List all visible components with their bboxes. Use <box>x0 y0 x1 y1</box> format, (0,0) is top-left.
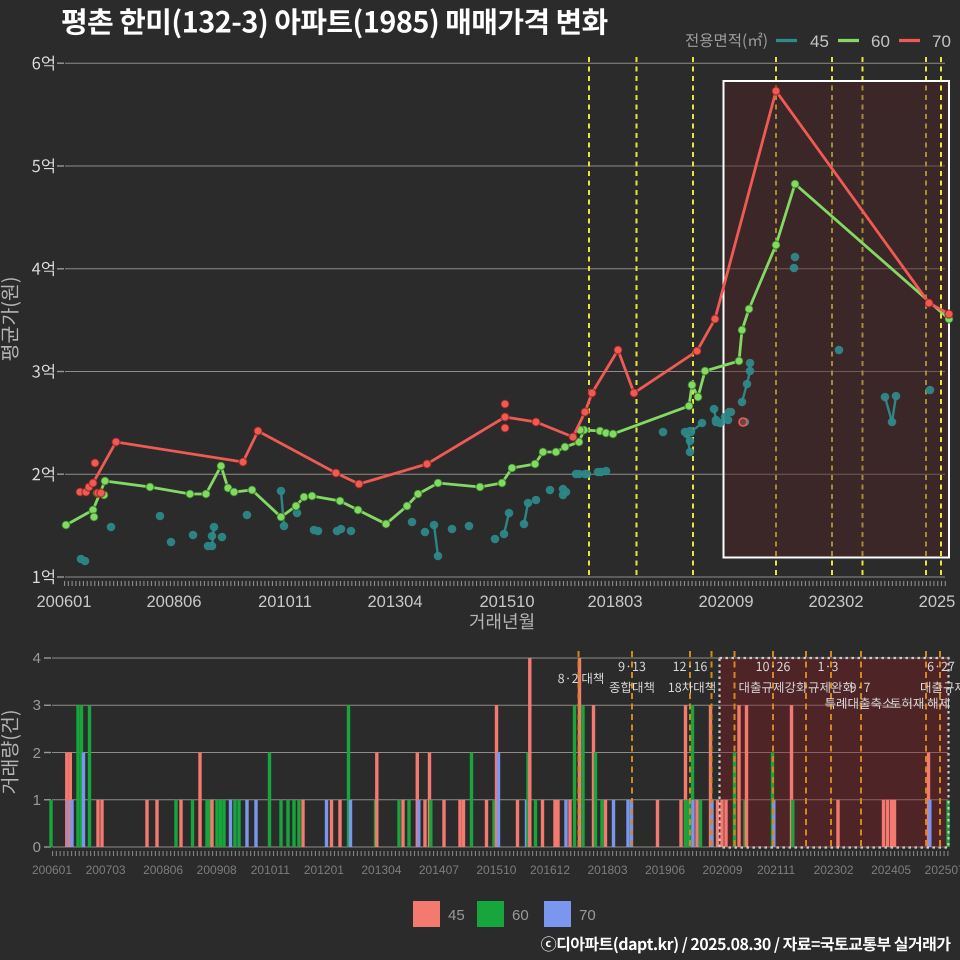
svg-text:60: 60 <box>871 32 890 51</box>
svg-text:45: 45 <box>448 907 465 924</box>
svg-text:201803: 201803 <box>587 593 642 611</box>
svg-text:201407: 201407 <box>419 863 459 877</box>
svg-text:201510: 201510 <box>479 593 534 611</box>
svg-text:70: 70 <box>579 907 596 924</box>
svg-text:202009: 202009 <box>702 863 742 877</box>
svg-text:202507: 202507 <box>925 863 960 877</box>
svg-text:200601: 200601 <box>32 863 72 877</box>
svg-text:1: 1 <box>33 792 41 809</box>
svg-text:2: 2 <box>33 745 41 762</box>
svg-text:3: 3 <box>33 697 41 714</box>
svg-text:202111: 202111 <box>757 863 796 877</box>
svg-text:4: 4 <box>33 650 41 667</box>
svg-text:70: 70 <box>932 32 951 51</box>
svg-text:200806: 200806 <box>146 593 201 611</box>
svg-text:201011: 201011 <box>251 863 290 877</box>
svg-text:201201: 201201 <box>304 863 344 877</box>
svg-text:202405: 202405 <box>871 863 911 877</box>
svg-text:201304: 201304 <box>367 593 422 611</box>
svg-text:201011: 201011 <box>258 593 312 611</box>
svg-text:202302: 202302 <box>814 863 854 877</box>
svg-text:200601: 200601 <box>36 593 91 611</box>
svg-text:201612: 201612 <box>530 863 570 877</box>
svg-text:201510: 201510 <box>476 863 516 877</box>
svg-text:200703: 200703 <box>86 863 126 877</box>
svg-text:200908: 200908 <box>197 863 237 877</box>
svg-text:202009: 202009 <box>698 593 753 611</box>
svg-text:201906: 201906 <box>645 863 685 877</box>
svg-text:201803: 201803 <box>587 863 627 877</box>
svg-text:202302: 202302 <box>808 593 863 611</box>
svg-text:2025: 2025 <box>919 593 956 611</box>
svg-text:201304: 201304 <box>361 863 401 877</box>
svg-text:0: 0 <box>33 839 41 856</box>
svg-text:200806: 200806 <box>143 863 183 877</box>
svg-text:60: 60 <box>512 907 529 924</box>
svg-text:45: 45 <box>810 32 829 51</box>
